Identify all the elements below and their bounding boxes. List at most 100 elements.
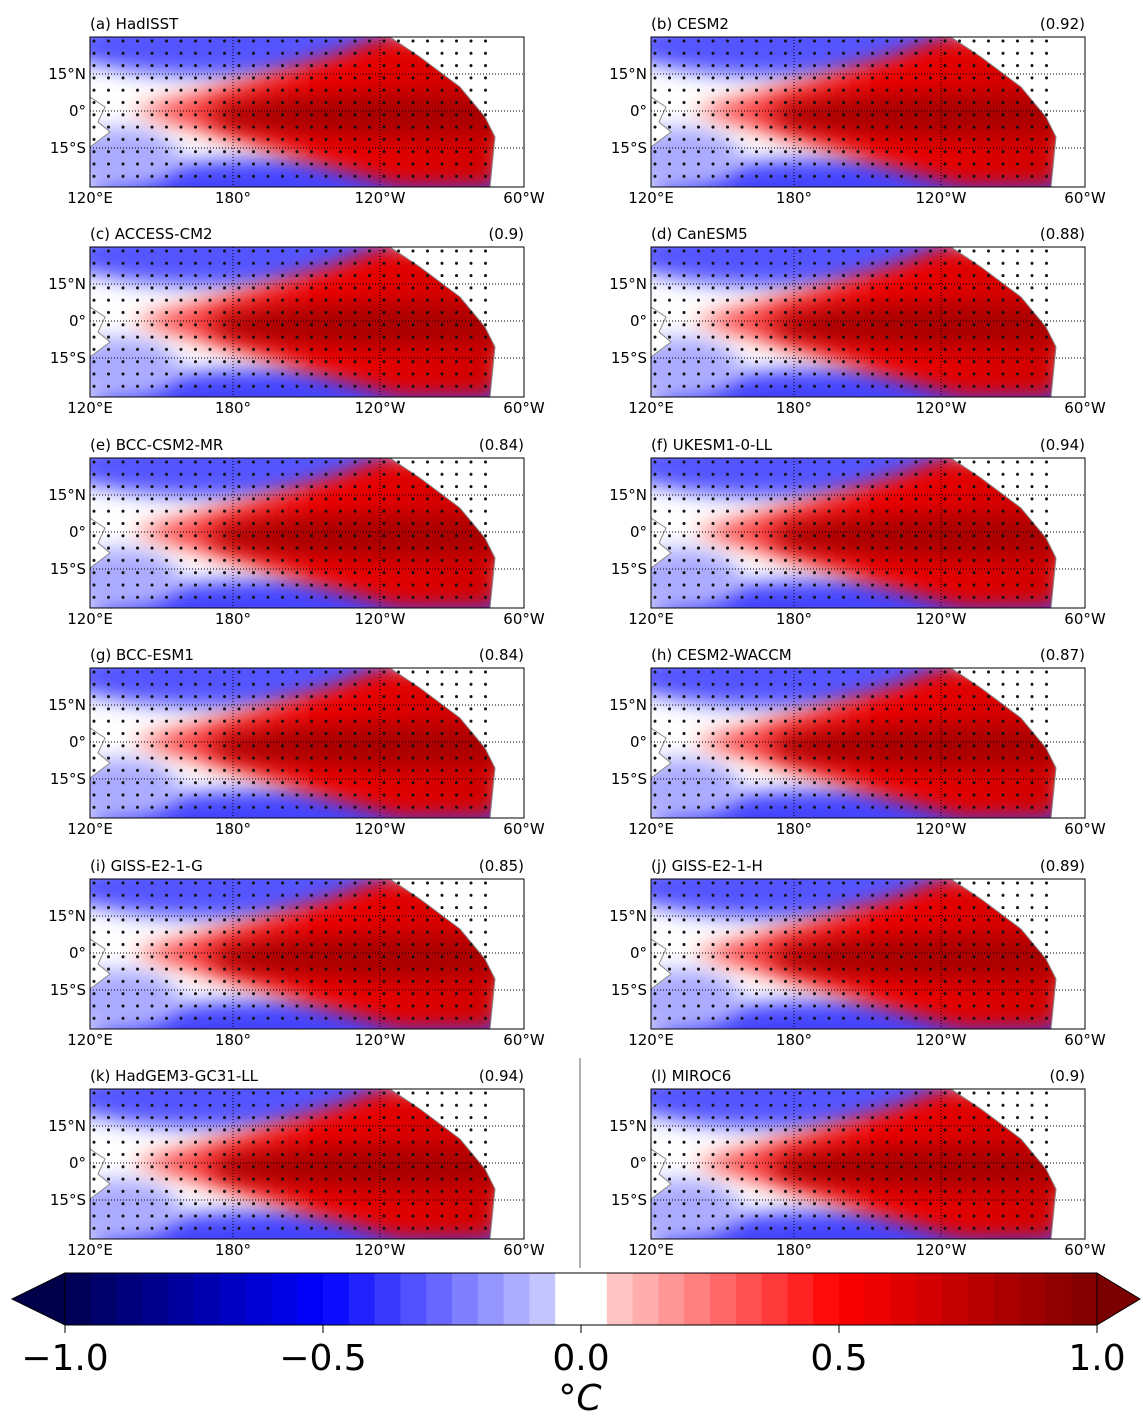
lat-tick-label: 0° [69, 102, 86, 120]
lat-tick-label: 15°S [50, 349, 86, 367]
map-panel: (d) CanESM5 (0.88) 120°E 180° 120°W 60°W 15°N 0… [609, 225, 1106, 417]
lon-tick-label: 120°W [355, 1241, 406, 1259]
lon-tick-label: 120°W [355, 610, 406, 628]
lat-tick-label: 15°N [48, 65, 86, 83]
lon-tick-label: 60°W [503, 610, 545, 628]
lon-tick-label: 120°E [628, 399, 674, 417]
lon-tick-label: 120°W [355, 189, 406, 207]
lon-tick-label: 120°E [67, 610, 113, 628]
map-frame [650, 36, 1086, 188]
map-field [651, 668, 1085, 818]
map-panel: (g) BCC-ESM1 (0.84) 120°E 180° 120°W 60°W 15°N… [48, 646, 545, 838]
colorbar: −1.0 −0.5 0.0 0.5 1.0 °C [10, 1272, 1141, 1419]
map-frame [650, 667, 1086, 819]
lon-tick-label: 120°E [628, 610, 674, 628]
map-frame [89, 246, 525, 398]
lat-tick-label: 15°N [48, 486, 86, 504]
panel-title: (b) CESM2 [651, 15, 729, 33]
lat-tick-label: 0° [630, 523, 647, 541]
map-field [90, 458, 524, 608]
lat-tick-label: 15°N [48, 1117, 86, 1135]
lat-tick-label: 15°S [50, 139, 86, 157]
lat-tick-label: 15°S [50, 1191, 86, 1209]
panel-score: (0.92) [1040, 15, 1085, 33]
lat-tick-label: 15°N [48, 275, 86, 293]
lat-tick-label: 15°S [611, 981, 647, 999]
lon-tick-label: 180° [215, 610, 251, 628]
lon-tick-label: 120°W [916, 820, 967, 838]
lat-tick-label: 15°S [50, 981, 86, 999]
map-frame [650, 878, 1086, 1030]
panel-title: (a) HadISST [90, 15, 179, 33]
lat-tick-label: 15°N [48, 696, 86, 714]
map-field [651, 458, 1085, 608]
lat-tick-label: 15°S [611, 139, 647, 157]
lon-tick-label: 180° [215, 1241, 251, 1259]
panel-score: (0.94) [479, 1067, 524, 1085]
colorbar-tick-label: 0.5 [810, 1338, 867, 1379]
lon-tick-label: 180° [776, 610, 812, 628]
lat-tick-label: 15°N [48, 907, 86, 925]
lon-tick-label: 60°W [503, 1031, 545, 1049]
lon-tick-label: 120°W [355, 1031, 406, 1049]
panel-title: (d) CanESM5 [651, 225, 748, 243]
colorbar-tick-label: 0.0 [552, 1338, 609, 1379]
lon-tick-label: 120°W [355, 820, 406, 838]
lon-tick-label: 60°W [503, 189, 545, 207]
lat-tick-label: 15°S [50, 560, 86, 578]
map-frame [89, 457, 525, 609]
map-panel: (b) CESM2 (0.92) 120°E 180° 120°W 60°W 15°N 0° 1… [609, 15, 1106, 207]
panel-title: (g) BCC-ESM1 [90, 646, 194, 664]
lon-tick-label: 60°W [503, 399, 545, 417]
lat-tick-label: 0° [630, 944, 647, 962]
map-frame [650, 457, 1086, 609]
map-field [651, 879, 1085, 1029]
panel-score: (0.89) [1040, 857, 1085, 875]
lat-tick-label: 15°N [609, 907, 647, 925]
lat-tick-label: 0° [69, 944, 86, 962]
map-field [90, 668, 524, 818]
map-field [90, 879, 524, 1029]
lat-tick-label: 15°S [50, 770, 86, 788]
panel-score: (0.87) [1040, 646, 1085, 664]
map-panel: (e) BCC-CSM2-MR (0.84) 120°E 180° 120°W 60°W 1… [48, 436, 545, 628]
map-frame [89, 878, 525, 1030]
lon-tick-label: 120°W [355, 399, 406, 417]
map-panel: (a) HadISST 120°E 180° 120°W 60°W 15°N 0° 15°S [48, 15, 545, 207]
lat-tick-label: 15°S [611, 770, 647, 788]
lat-tick-label: 15°S [611, 1191, 647, 1209]
lon-tick-label: 180° [776, 1241, 812, 1259]
panel-score: (0.9) [1049, 1067, 1085, 1085]
map-frame [650, 1088, 1086, 1240]
lon-tick-label: 180° [215, 189, 251, 207]
lat-tick-label: 0° [630, 312, 647, 330]
lon-tick-label: 120°W [916, 1241, 967, 1259]
map-panel: (h) CESM2-WACCM (0.87) 120°E 180° 120°W 60°W 1… [609, 646, 1106, 838]
lat-tick-label: 15°N [609, 486, 647, 504]
panel-score: (0.85) [479, 857, 524, 875]
lat-tick-label: 0° [69, 1154, 86, 1172]
colorbar-tick-label: −1.0 [21, 1338, 108, 1379]
map-panel: (c) ACCESS-CM2 (0.9) 120°E 180° 120°W 60°W 15°… [48, 225, 545, 417]
panel-title: (i) GISS-E2-1-G [90, 857, 203, 875]
lon-tick-label: 180° [215, 1031, 251, 1049]
colorbar-tick-label: 1.0 [1068, 1338, 1125, 1379]
map-field [90, 247, 524, 397]
lat-tick-label: 0° [630, 1154, 647, 1172]
lon-tick-label: 60°W [1064, 399, 1106, 417]
panel-title: (c) ACCESS-CM2 [90, 225, 213, 243]
lon-tick-label: 60°W [1064, 820, 1106, 838]
map-frame [89, 36, 525, 188]
lat-tick-label: 0° [69, 733, 86, 751]
lon-tick-label: 60°W [503, 1241, 545, 1259]
lat-tick-label: 15°S [611, 560, 647, 578]
lon-tick-label: 120°W [916, 1031, 967, 1049]
lat-tick-label: 15°N [609, 696, 647, 714]
lon-tick-label: 120°W [916, 610, 967, 628]
lat-tick-label: 0° [69, 312, 86, 330]
map-field [90, 37, 524, 187]
lon-tick-label: 60°W [1064, 189, 1106, 207]
lon-tick-label: 120°E [67, 1031, 113, 1049]
lon-tick-label: 120°W [916, 399, 967, 417]
